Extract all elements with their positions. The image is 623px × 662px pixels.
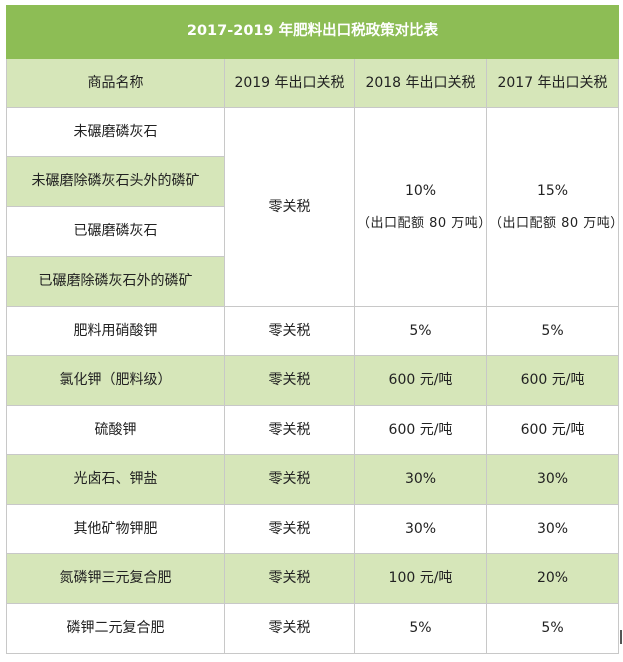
group-2017-value: 15% (536, 182, 569, 199)
group-2017-note: （出口配额 80 万吨） (489, 215, 623, 231)
value-2017-cell: 5% (485, 603, 620, 654)
product-name-cell: 磷钾二元复合肥 (6, 603, 225, 654)
group-2018-cell: 10% （出口配额 80 万吨） (354, 107, 492, 307)
table-title: 2017-2019 年肥料出口税政策对比表 (5, 5, 620, 59)
table-row: 已碾磨磷灰石 (6, 206, 619, 257)
product-name-cell: 已碾磨除磷灰石外的磷矿 (6, 256, 225, 307)
table-row: 未碾磨磷灰石 零关税 10% （出口配额 80 万吨） 15% （出口配额 80… (6, 107, 623, 307)
value-2017-cell: 20% (485, 553, 620, 604)
value-2019-cell: 零关税 (224, 553, 355, 604)
value-2019-cell: 零关税 (224, 603, 355, 654)
value-2018-cell: 5% (354, 306, 487, 356)
product-name-cell: 氮磷钾三元复合肥 (6, 553, 225, 604)
value-2019-cell: 零关税 (224, 405, 355, 455)
value-2017-cell: 5% (485, 306, 620, 356)
value-2018-cell: 100 元/吨 (354, 553, 487, 604)
product-name-cell: 已碾磨磷灰石 (6, 206, 225, 257)
product-name-cell: 硫酸钾 (6, 405, 225, 455)
edge-mark (620, 630, 622, 644)
table-row: 未碾磨除磷灰石头外的磷矿 (6, 156, 619, 207)
group-2018-value: 10% (404, 182, 437, 199)
table-row: 氯化钾（肥料级） 零关税 600 元/吨 600 元/吨 (6, 355, 620, 406)
table-row: 光卤石、钾盐 零关税 30% 30% (6, 454, 620, 505)
value-2017-cell: 30% (485, 454, 620, 505)
product-name-cell: 未碾磨磷灰石 (6, 107, 225, 157)
product-name-cell: 肥料用硝酸钾 (6, 306, 225, 356)
value-2019-cell: 零关税 (224, 454, 355, 505)
product-name-cell: 光卤石、钾盐 (6, 454, 225, 505)
product-name-cell: 其他矿物钾肥 (6, 504, 225, 554)
value-2019-cell: 零关税 (224, 504, 355, 554)
title-row: 2017-2019 年肥料出口税政策对比表 (5, 5, 620, 59)
value-2017-cell: 30% (485, 504, 620, 554)
header-2017: 2017 年出口关税 (485, 58, 620, 108)
group-2019-cell: 零关税 (224, 107, 355, 307)
header-2019: 2019 年出口关税 (224, 58, 355, 108)
header-2018: 2018 年出口关税 (354, 58, 487, 108)
value-2018-cell: 600 元/吨 (354, 355, 487, 406)
value-2018-cell: 5% (354, 603, 487, 654)
table-row: 氮磷钾三元复合肥 零关税 100 元/吨 20% (6, 553, 620, 604)
value-2019-cell: 零关税 (224, 306, 355, 356)
value-2017-cell: 600 元/吨 (485, 405, 620, 455)
table-row: 其他矿物钾肥 零关税 30% 30% (6, 504, 620, 554)
value-2018-cell: 30% (354, 504, 487, 554)
header-product-name: 商品名称 (6, 58, 225, 108)
value-2018-cell: 30% (354, 454, 487, 505)
table-row: 磷钾二元复合肥 零关税 5% 5% (6, 603, 620, 654)
table-row: 硫酸钾 零关税 600 元/吨 600 元/吨 (6, 405, 620, 455)
product-name-cell: 未碾磨除磷灰石头外的磷矿 (6, 156, 225, 207)
table-row: 肥料用硝酸钾 零关税 5% 5% (6, 306, 620, 356)
value-2018-cell: 600 元/吨 (354, 405, 487, 455)
table-container: 2017-2019 年肥料出口税政策对比表 商品名称 2019 年出口关税 20… (5, 5, 623, 657)
group-2017-cell: 15% （出口配额 80 万吨） (485, 107, 623, 307)
value-2019-cell: 零关税 (224, 355, 355, 406)
header-row: 商品名称 2019 年出口关税 2018 年出口关税 2017 年出口关税 (6, 58, 620, 108)
product-name-cell: 氯化钾（肥料级） (6, 355, 225, 406)
group-2018-note: （出口配额 80 万吨） (357, 215, 492, 231)
tariff-comparison-table: 2017-2019 年肥料出口税政策对比表 商品名称 2019 年出口关税 20… (5, 5, 623, 654)
value-2017-cell: 600 元/吨 (485, 355, 620, 406)
